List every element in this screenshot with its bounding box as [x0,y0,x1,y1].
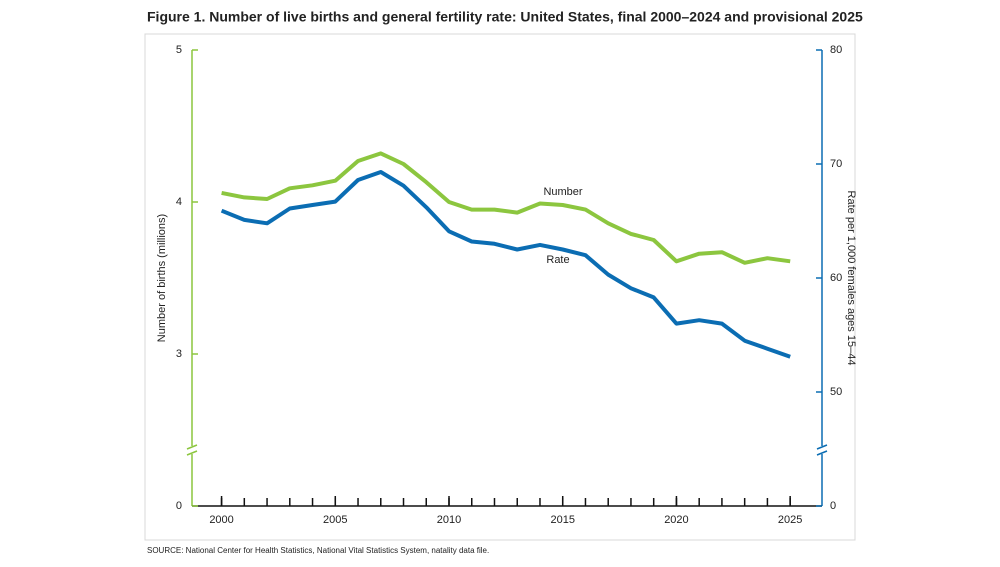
y-tick-label: 0 [176,500,182,512]
y2-tick-label: 60 [830,272,842,284]
series-label: Number [543,186,582,198]
y2-axis-label: Rate per 1,000 females ages 15–44 [845,191,857,366]
y-tick-label: 4 [176,196,182,208]
y-axis-label: Number of births (millions) [156,214,168,342]
series-line [220,170,791,359]
source-note: SOURCE: National Center for Health Stati… [147,546,489,555]
y2-tick-label: 70 [830,158,842,170]
chart-frame [144,33,856,541]
y-tick-label: 5 [176,44,182,56]
x-tick-label: 2025 [778,514,802,526]
x-tick-label: 2020 [664,514,688,526]
chart-title: Figure 1. Number of live births and gene… [147,9,863,25]
x-tick-label: 2010 [437,514,461,526]
axis-break [186,444,198,456]
y2-tick-label: 80 [830,44,842,56]
y-tick-label: 3 [176,348,182,360]
series-label: Rate [546,254,569,266]
axis-break-gap [816,446,828,454]
y2-tick-label: 50 [830,386,842,398]
series-line [221,151,791,265]
axis-break [816,444,828,456]
y2-tick-label: 0 [830,500,836,512]
x-tick-label: 2005 [323,514,347,526]
axis-break-gap [186,446,198,454]
x-tick-label: 2015 [550,514,574,526]
x-tick-label: 2000 [209,514,233,526]
